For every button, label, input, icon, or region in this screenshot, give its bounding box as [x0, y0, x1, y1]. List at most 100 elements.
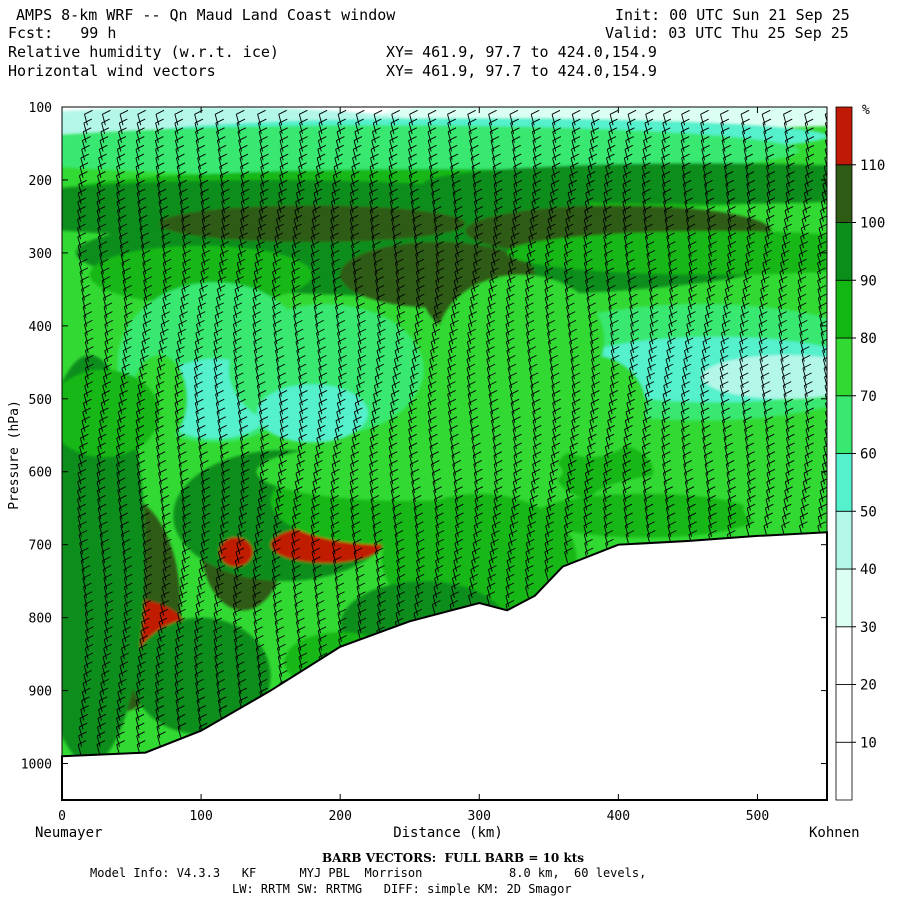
- wind-barb-flag: [727, 232, 737, 238]
- wind-barb: [668, 324, 673, 336]
- wind-barb-flag: [294, 477, 304, 483]
- wind-barb: [174, 648, 179, 660]
- wind-barb: [622, 464, 627, 476]
- wind-barb-flag: [455, 521, 464, 527]
- wind-barb-flag: [235, 381, 245, 387]
- wind-barb-flag: [376, 573, 386, 579]
- wind-barb-flag: [661, 144, 670, 150]
- wind-barb-flag: [318, 118, 328, 124]
- wind-barb: [256, 656, 261, 669]
- wind-barb: [448, 420, 453, 432]
- wind-barb: [818, 236, 822, 248]
- wind-barb-flag: [685, 486, 695, 492]
- wind-barb: [472, 543, 477, 555]
- wind-barb-flag: [122, 354, 131, 360]
- wind-barb-flag: [238, 512, 248, 518]
- wind-barb-flag: [239, 232, 248, 238]
- wind-barb-flag: [454, 214, 464, 220]
- wind-barb-flag: [510, 241, 519, 247]
- wind-barb-flag: [161, 232, 171, 238]
- wind-barb: [253, 280, 258, 292]
- wind-barb: [102, 656, 107, 669]
- wind-barb: [139, 227, 144, 240]
- wind-barb-flag: [331, 530, 340, 535]
- wind-barb-flag: [215, 390, 224, 395]
- wind-barb: [195, 333, 200, 345]
- wind-barb: [765, 499, 770, 511]
- wind-barb: [162, 551, 167, 564]
- wind-barb: [817, 298, 822, 310]
- wind-barb-flag: [291, 556, 301, 562]
- wind-barb: [630, 333, 635, 345]
- wind-barb: [453, 210, 458, 222]
- wind-barb-flag: [505, 573, 515, 579]
- wind-barb-flag: [370, 486, 379, 492]
- wind-barb-flag: [567, 197, 576, 203]
- wind-barb-flag: [804, 118, 814, 124]
- wind-barb-flag: [408, 144, 417, 150]
- wind-barb-flag: [258, 214, 267, 220]
- wind-barb: [607, 420, 612, 432]
- wind-barb-flag: [372, 127, 381, 133]
- wind-barb-flag: [531, 390, 540, 395]
- wind-barb-flag: [488, 381, 497, 387]
- wind-barb: [393, 516, 397, 529]
- wind-barb-flag: [702, 162, 712, 168]
- wind-barb-flag: [297, 354, 306, 360]
- wind-barb: [161, 516, 166, 529]
- wind-barb-flag: [100, 398, 110, 404]
- wind-barb-flag: [77, 740, 87, 745]
- wind-barb-flag: [274, 232, 284, 238]
- wind-barb-flag: [530, 214, 539, 220]
- wind-barb: [194, 341, 199, 354]
- wind-barb: [311, 551, 316, 564]
- wind-barb: [123, 324, 128, 336]
- wind-barb: [607, 411, 612, 424]
- wind-barb: [104, 333, 109, 345]
- wind-barb: [688, 271, 693, 283]
- wind-barb-flag: [273, 249, 282, 255]
- wind-barb: [786, 446, 790, 459]
- wind-barb: [103, 639, 108, 651]
- wind-barb-flag: [155, 416, 164, 422]
- wind-barb-flag: [237, 398, 246, 404]
- wind-barb: [524, 578, 529, 590]
- wind-barb: [435, 245, 440, 257]
- wind-barb-flag: [252, 582, 261, 588]
- wind-barb: [175, 359, 180, 371]
- wind-barb: [746, 201, 751, 213]
- wind-barb-flag: [700, 407, 710, 413]
- wind-barb-flag: [219, 442, 229, 448]
- wind-barb-flag: [389, 460, 398, 465]
- wind-barb: [415, 298, 420, 310]
- wind-barb-flag: [143, 556, 152, 562]
- wind-barb-flag: [352, 258, 361, 264]
- wind-barb: [513, 473, 518, 485]
- wind-barb-flag: [606, 153, 615, 159]
- wind-barb-flag: [643, 407, 652, 413]
- wind-barb: [118, 227, 123, 240]
- wind-barb-flag: [272, 582, 281, 588]
- wind-barb-flag: [474, 468, 483, 474]
- wind-barb-flag: [332, 267, 341, 273]
- wind-barb: [665, 359, 670, 371]
- wind-barb-flag: [311, 223, 320, 229]
- wind-barb-flag: [258, 118, 267, 124]
- wind-barb-flag: [175, 144, 185, 150]
- wind-barb-flag: [505, 582, 515, 588]
- wind-barb: [279, 411, 284, 424]
- wind-barb: [661, 446, 666, 459]
- wind-barb-flag: [743, 144, 753, 150]
- wind-barb-flag: [661, 425, 670, 430]
- wind-barb: [220, 184, 225, 196]
- wind-barb-flag: [512, 206, 522, 211]
- wind-barb-flag: [643, 486, 652, 492]
- wind-barb-flag: [533, 162, 542, 168]
- wind-barb: [551, 394, 556, 406]
- wind-barb: [454, 490, 459, 502]
- wind-barb: [174, 394, 179, 406]
- wind-barb: [376, 578, 381, 590]
- wind-barb: [259, 192, 264, 205]
- wind-barb: [314, 184, 319, 196]
- wind-barb: [77, 201, 82, 213]
